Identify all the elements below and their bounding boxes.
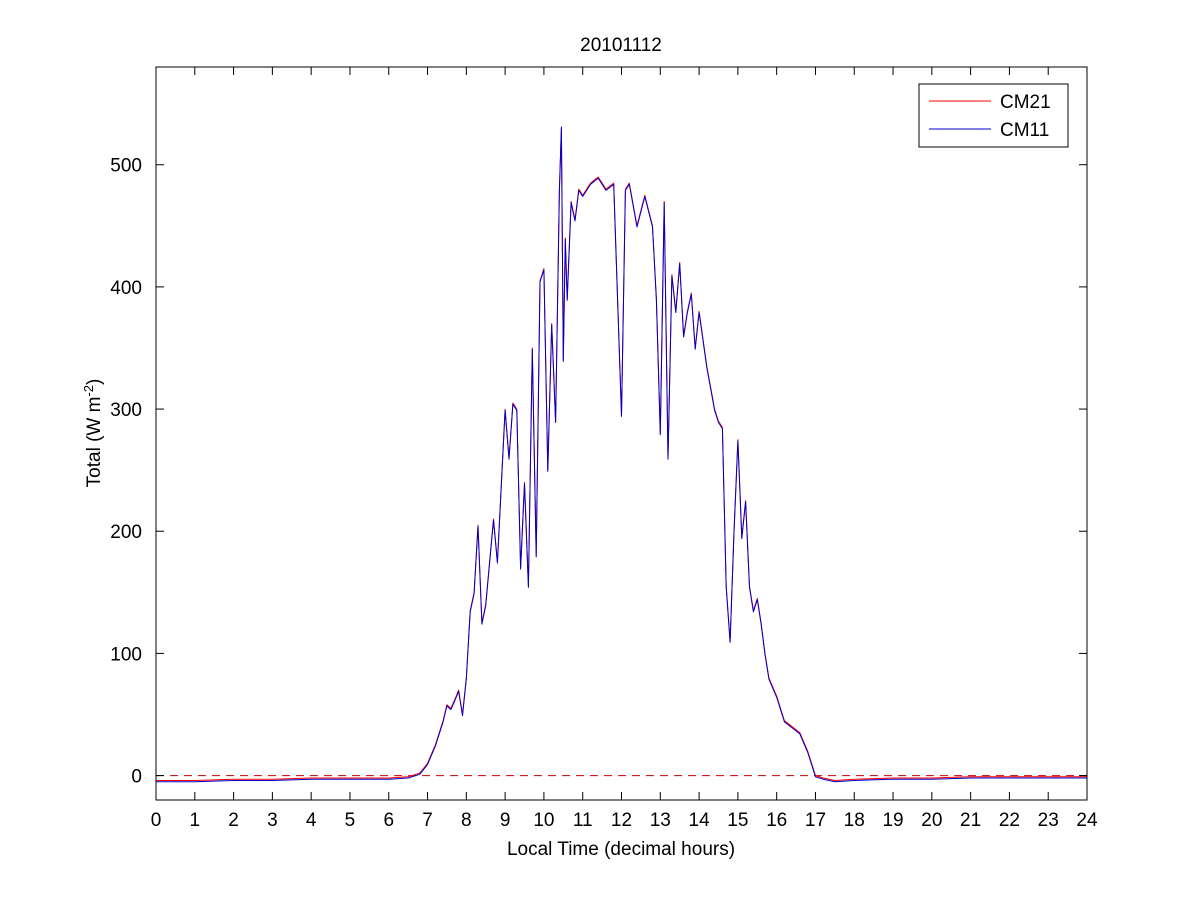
plot-layer: [156, 126, 1087, 783]
x-tick-label: 16: [766, 810, 787, 831]
x-tick-label: 4: [306, 810, 317, 831]
y-axis-label-main: Total (W m: [84, 397, 105, 488]
series-line-cm11: [156, 126, 1087, 783]
legend: CM21 CM11: [918, 83, 1069, 148]
y-tick-label: 100: [110, 644, 142, 665]
x-tick-label: 11: [573, 810, 593, 831]
x-tick-label: 19: [882, 810, 903, 831]
x-tick-label: 6: [383, 810, 394, 831]
x-tick-label: 21: [960, 810, 981, 831]
chart-title: 20101112: [580, 35, 662, 56]
legend-label-cm21: CM21: [1000, 92, 1051, 113]
x-tick-label: 20: [921, 810, 942, 831]
x-tick-label: 14: [689, 810, 711, 831]
x-tick-label: 9: [500, 810, 511, 831]
x-tick-label: 8: [461, 810, 472, 831]
y-tick-label: 500: [110, 156, 142, 177]
x-tick-label: 24: [1076, 810, 1098, 831]
x-tick-label: 7: [422, 810, 433, 831]
axes-layer: 0 1 2 3 4 5 6 7 8 9 10 11 12 13 14 15 16 17 18 19 20 21 22 23 24…: [110, 67, 1098, 831]
x-tick-label: 12: [611, 810, 632, 831]
y-axis-label-close: ): [84, 379, 105, 385]
legend-box: [918, 83, 1069, 148]
y-tick-label: 300: [110, 400, 142, 421]
x-tick-label: 10: [533, 810, 554, 831]
x-tick-label: 22: [999, 810, 1020, 831]
y-tick-label: 400: [110, 278, 142, 299]
y-tick-label: 200: [110, 522, 142, 543]
x-tick-label: 18: [844, 810, 865, 831]
legend-label-cm11: CM11: [1000, 120, 1049, 141]
x-axis-label: Local Time (decimal hours): [507, 839, 735, 860]
x-tick-label: 13: [650, 810, 671, 831]
x-tick-label: 5: [345, 810, 356, 831]
x-tick-label: 1: [190, 810, 201, 831]
y-axis-label-superscript: -2: [81, 385, 96, 397]
x-tick-label: 0: [151, 810, 162, 831]
x-tick-label: 15: [727, 810, 748, 831]
x-tick-label: 23: [1038, 810, 1059, 831]
y-axis-label: Total (W m-2): [81, 379, 106, 488]
x-tick-label: 17: [805, 810, 826, 831]
x-tick-label: 2: [228, 810, 239, 831]
y-tick-label: 0: [131, 767, 142, 788]
x-tick-label: 3: [267, 810, 278, 831]
